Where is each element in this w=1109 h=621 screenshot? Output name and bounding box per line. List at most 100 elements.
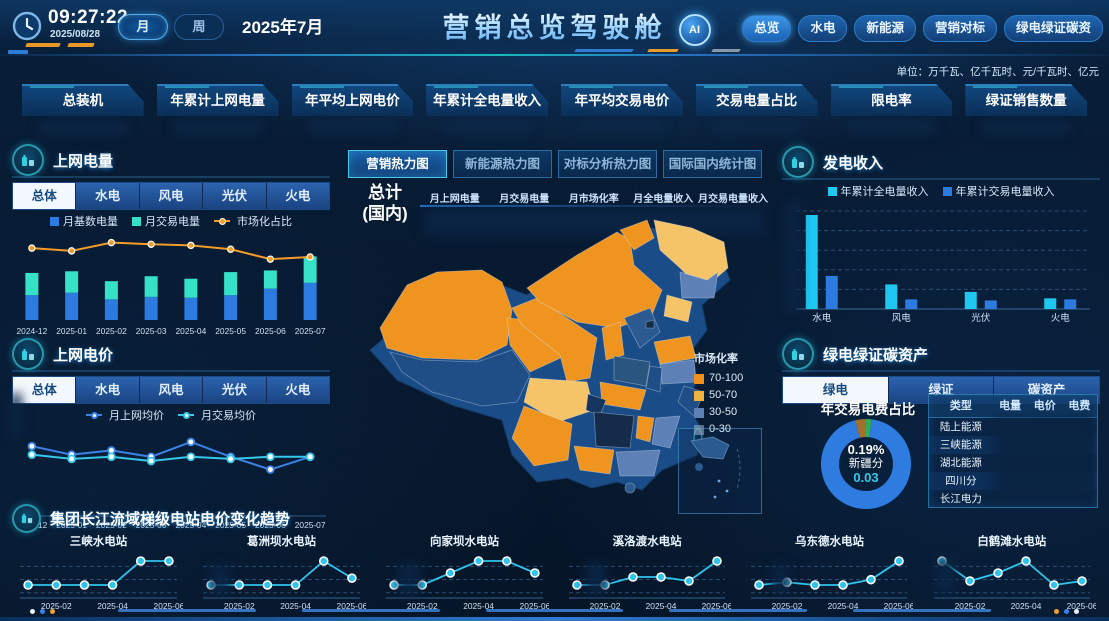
table-row[interactable]: 长江电力 xyxy=(939,493,982,505)
kpi-avg-trade-price[interactable]: 年平均交易电价 xyxy=(561,84,683,116)
kpi-ytd-revenue[interactable]: 年累计全电量收入 xyxy=(426,84,548,116)
station-chart: 2025-02 2025-04 2025-06 xyxy=(745,549,915,611)
tab-thermal[interactable]: 火电 xyxy=(266,377,330,403)
header: 09:27:22 2025/08/28 月 周 2025年7月 营销总览驾驶舱 … xyxy=(0,0,1109,58)
panel-header: 上网电价 xyxy=(12,338,330,372)
carousel-dots-right[interactable] xyxy=(1054,609,1079,614)
tab-benchmark-heatmap[interactable]: 对标分析热力图 xyxy=(558,150,657,178)
table-row[interactable]: 湖北能源 xyxy=(939,457,982,469)
tab-solar[interactable]: 光伏 xyxy=(203,183,267,209)
legend-swatch xyxy=(827,187,837,196)
tab-marketing-heatmap[interactable]: 营销热力图 xyxy=(348,150,447,178)
kpi-total-capacity[interactable]: 总装机 xyxy=(22,84,144,116)
redacted-area xyxy=(210,565,230,595)
panel-title: 上网电量 xyxy=(53,152,114,170)
decoration xyxy=(8,50,28,54)
summary-columns: 月上网电量 月交易电量 月市场化率 月全电量收入 月交易电量收入 xyxy=(420,190,768,205)
period-week-button[interactable]: 周 xyxy=(174,14,224,40)
carousel-track[interactable] xyxy=(118,609,991,612)
tab-hydro[interactable]: 水电 xyxy=(76,183,140,209)
svg-text:2025-04: 2025-04 xyxy=(97,601,128,611)
donut-center-label: 0.19% 新疆分 0.03 xyxy=(820,418,912,510)
kpi-curtailment-rate[interactable]: 限电率 xyxy=(831,84,953,116)
tab-thermal[interactable]: 火电 xyxy=(266,183,330,209)
table-values-redacted xyxy=(992,418,1095,505)
kpi-trade-ratio[interactable]: 交易电量占比 xyxy=(696,84,818,116)
svg-text:2025-04: 2025-04 xyxy=(280,601,311,611)
station-chart: 2025-02 2025-04 2025-06 xyxy=(14,549,185,611)
legend-swatch xyxy=(85,411,102,419)
svg-text:2025-01: 2025-01 xyxy=(56,326,87,336)
panel-green-assets: 绿电绿证碳资产 绿电 绿证 碳资产 年交易电费占比 0.19% 新疆分 0.03… xyxy=(782,338,1100,509)
period-month-button[interactable]: 月 xyxy=(118,14,168,40)
legend-market-ratio: 市场化占比 xyxy=(213,213,292,229)
col-trade-revenue: 月交易电量收入 xyxy=(698,194,768,205)
svg-text:2025-02: 2025-02 xyxy=(224,601,255,611)
kpi-green-cert-sales[interactable]: 绿证销售数量 xyxy=(965,84,1087,116)
grid-price-chart: 2024-122025-012025-022025-032025-042025-… xyxy=(12,425,330,531)
svg-text:2025-05: 2025-05 xyxy=(215,326,246,336)
fee-donut: 0.19% 新疆分 0.03 xyxy=(820,418,912,510)
battery-icon xyxy=(12,144,44,176)
tab-hydro[interactable]: 水电 xyxy=(76,377,140,403)
tab-wind[interactable]: 风电 xyxy=(139,377,204,403)
redacted-area xyxy=(398,563,420,595)
income-chart: 水电 风电 光伏 火电 xyxy=(782,203,1100,325)
redacted-area xyxy=(10,393,22,437)
station-xiangjiaba: 向家坝水电站 2025-02 2025-04 2025-06 xyxy=(380,533,551,611)
svg-text:2025-06: 2025-06 xyxy=(1066,601,1095,611)
legend-trade-avg-price: 月交易均价 xyxy=(178,407,256,423)
kpi-ytd-grid-energy[interactable]: 年累计上网电量 xyxy=(157,84,279,116)
col-total-revenue: 月全电量收入 xyxy=(633,194,694,205)
tab-intl-domestic-stats[interactable]: 国际国内统计图 xyxy=(663,150,762,178)
nav-item-overview[interactable]: 总览 xyxy=(742,15,792,42)
svg-text:2025-01: 2025-01 xyxy=(56,520,87,530)
station-chart: 2025-02 2025-04 2025-06 xyxy=(928,549,1097,611)
buildings-icon xyxy=(782,338,814,370)
nav-item-green[interactable]: 绿电绿证碳资 xyxy=(1003,15,1103,42)
clock-icon xyxy=(12,11,42,41)
table-row[interactable]: 陆上能源 xyxy=(939,421,982,433)
svg-text:2025-06: 2025-06 xyxy=(255,326,286,336)
income-legend: 年累计全电量收入 年累计交易电量收入 xyxy=(782,181,1100,201)
carousel-dots-left[interactable] xyxy=(30,609,55,614)
tab-solar[interactable]: 光伏 xyxy=(203,377,267,403)
nav-item-newenergy[interactable]: 新能源 xyxy=(854,15,916,42)
battery-icon xyxy=(12,338,44,370)
tab-wind[interactable]: 风电 xyxy=(139,183,204,209)
ai-assistant-button[interactable]: AI xyxy=(678,14,711,46)
tab-total[interactable]: 总体 xyxy=(13,183,77,209)
south-china-sea-inset xyxy=(678,428,762,514)
legend-base-energy: 月基数电量 xyxy=(49,213,118,229)
units-note: 单位：万千瓦、亿千瓦时、元/千瓦时、亿元 xyxy=(896,66,1099,78)
svg-text:2025-04: 2025-04 xyxy=(828,601,859,611)
svg-text:2025-02: 2025-02 xyxy=(954,601,985,611)
total-label: 总计 (国内) xyxy=(362,183,408,223)
donut-percent: 0.19% xyxy=(847,442,885,457)
tab-newenergy-heatmap[interactable]: 新能源热力图 xyxy=(453,150,552,178)
nav-item-benchmark[interactable]: 营销对标 xyxy=(922,15,997,42)
legend-swatch xyxy=(694,424,704,435)
tab-green-power[interactable]: 绿电 xyxy=(783,377,889,403)
station-chart: 2025-02 2025-04 2025-06 xyxy=(563,549,733,611)
donut-name: 新疆分 xyxy=(848,458,884,470)
current-time: 09:27:22 xyxy=(48,7,129,28)
nav-item-hydro[interactable]: 水电 xyxy=(798,15,848,42)
svg-text:2025-03: 2025-03 xyxy=(136,326,167,336)
svg-text:2025-05: 2025-05 xyxy=(215,520,246,530)
svg-text:2024-12: 2024-12 xyxy=(17,326,48,336)
panel-title: 绿电绿证碳资产 xyxy=(823,346,929,364)
grid-energy-tabs: 总体 水电 风电 光伏 火电 xyxy=(12,182,330,210)
summary-underline xyxy=(420,205,766,207)
map-legend: 市场化率 70-100 50-70 30-50 0-30 xyxy=(694,350,743,438)
station-wudongde: 乌东德水电站 2025-02 2025-04 2025-06 xyxy=(745,533,915,611)
decoration xyxy=(647,49,679,52)
svg-text:2025-06: 2025-06 xyxy=(337,601,366,611)
svg-text:2025-02: 2025-02 xyxy=(41,601,72,611)
svg-text:2025-06: 2025-06 xyxy=(884,601,913,611)
decoration xyxy=(711,49,741,52)
svg-text:2025-06: 2025-06 xyxy=(702,601,731,611)
china-map[interactable] xyxy=(360,210,764,510)
tab-total[interactable]: 总体 xyxy=(13,377,77,403)
kpi-avg-grid-price[interactable]: 年平均上网电价 xyxy=(292,84,414,116)
